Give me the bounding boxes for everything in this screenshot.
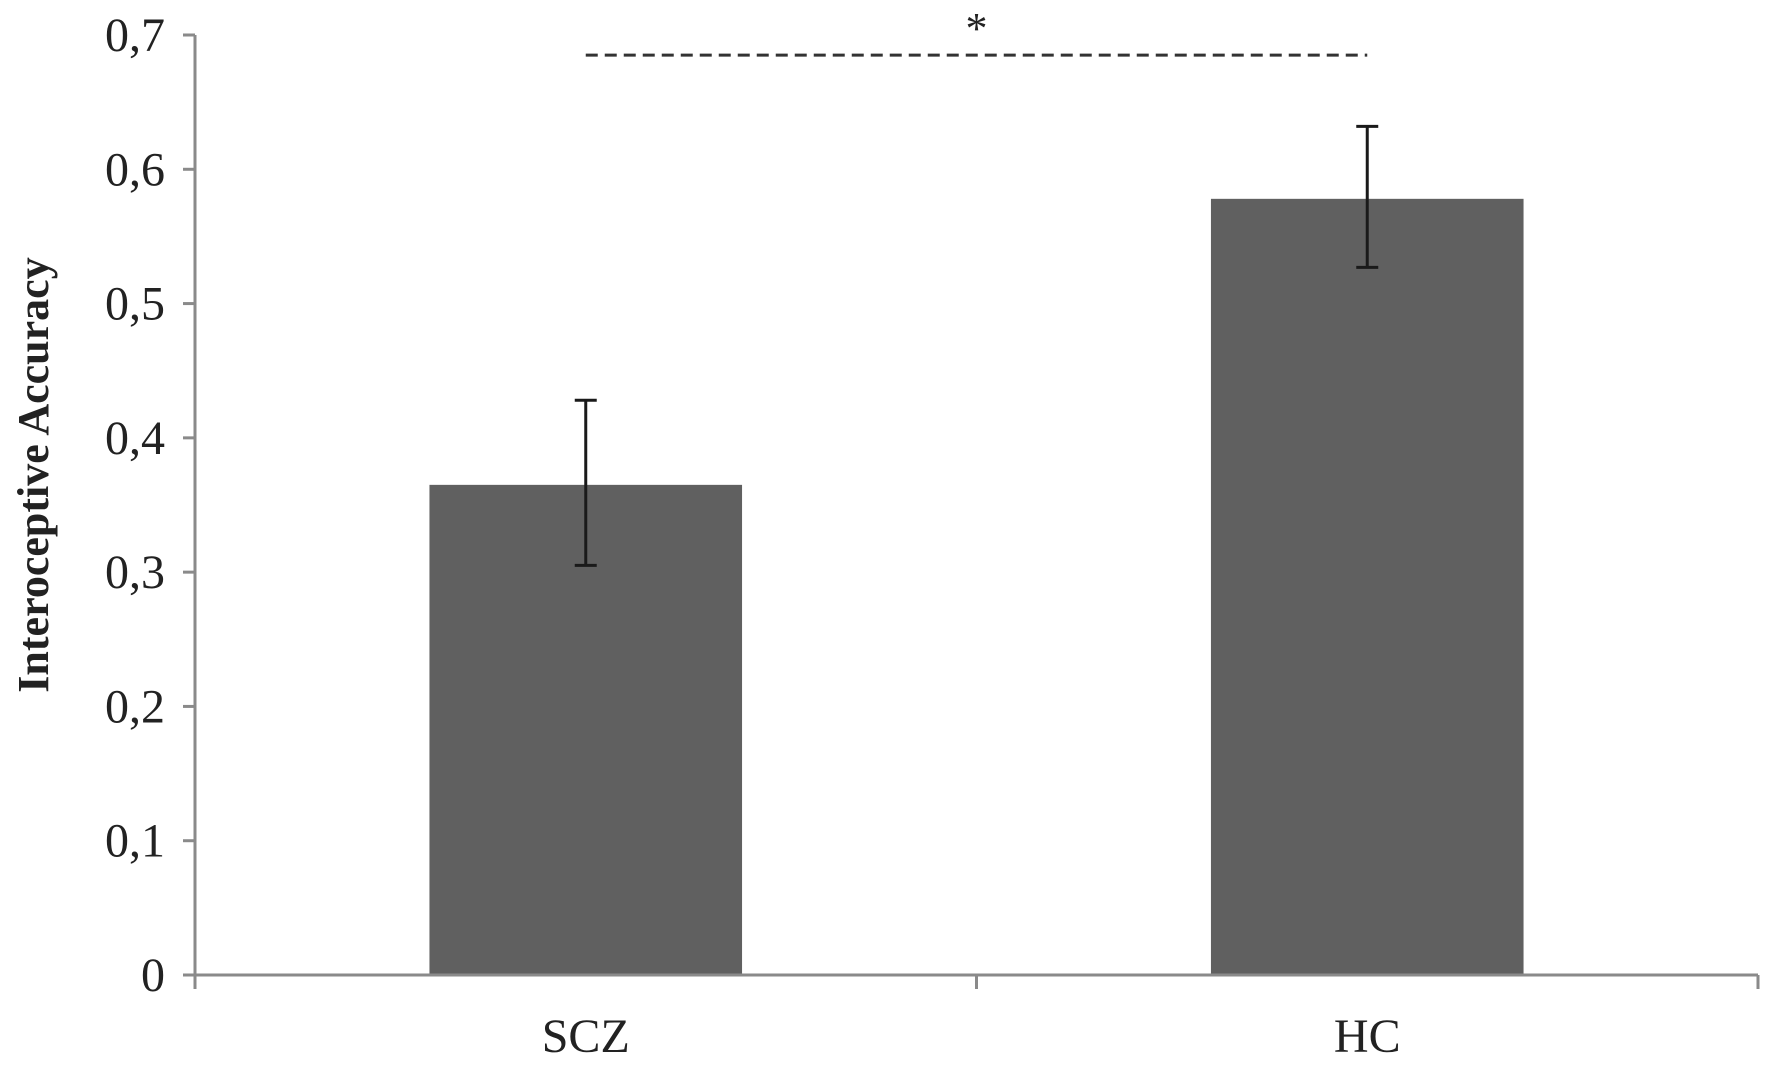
y-tick-label: 0 [141,949,165,1002]
error-bar-hc [1356,124,1379,269]
y-tick-label: 0,4 [105,412,165,465]
y-tick-label: 0,3 [105,546,165,599]
y-tick-label: 0,1 [105,815,165,868]
significance-label: * [966,4,988,53]
bar-hc [1210,198,1524,976]
y-tick-label: 0,6 [105,143,165,196]
ticks-layer: 0 0,1 0,2 0,3 0,4 0,5 0,6 0,7 SCZ HC [105,9,1760,1063]
y-tick-label: 0,2 [105,680,165,733]
error-bars-layer [574,124,1379,567]
bars-layer [429,198,1524,976]
error-bar-scz [574,398,597,567]
y-axis-title: Interoceptive Accuracy [9,257,58,692]
x-category-label: HC [1334,1010,1401,1063]
y-tick-label: 0,5 [105,278,165,331]
x-category-label: SCZ [542,1010,630,1063]
significance-layer: * [585,4,1368,57]
y-tick-label: 0,7 [105,9,165,62]
axes-layer [183,35,1758,977]
